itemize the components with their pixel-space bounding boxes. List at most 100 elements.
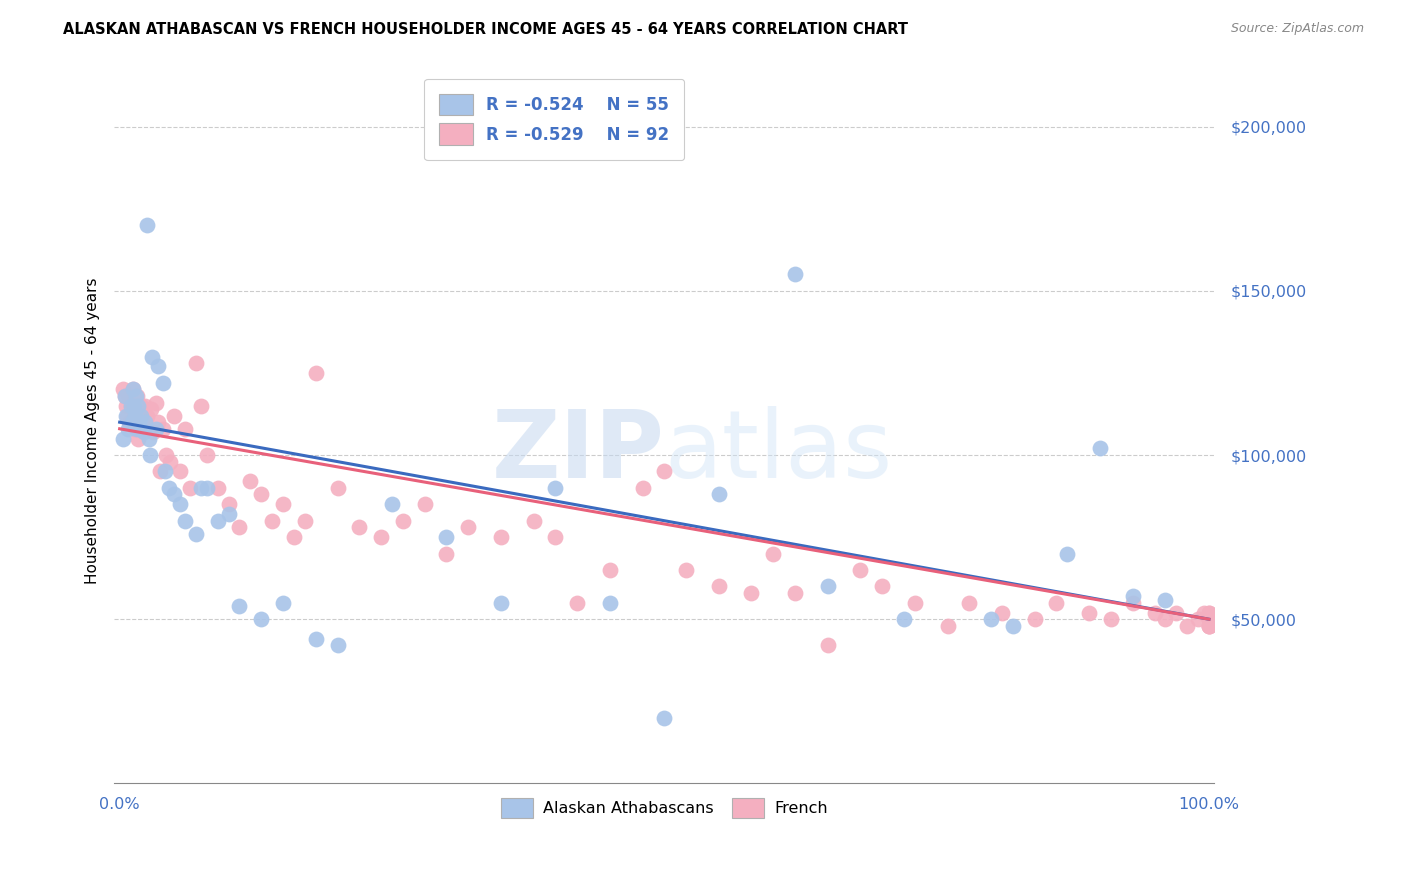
- Point: [207, 481, 229, 495]
- Point: [163, 487, 186, 501]
- Point: [134, 415, 156, 429]
- Point: [124, 409, 146, 423]
- Point: [1154, 612, 1177, 626]
- Point: [127, 399, 149, 413]
- Point: [138, 422, 160, 436]
- Point: [294, 514, 316, 528]
- Point: [1198, 612, 1220, 626]
- Legend: Alaskan Athabascans, French: Alaskan Athabascans, French: [495, 791, 834, 825]
- Point: [1056, 547, 1078, 561]
- Point: [904, 596, 927, 610]
- Point: [1143, 606, 1166, 620]
- Point: [159, 454, 181, 468]
- Point: [599, 563, 621, 577]
- Point: [174, 514, 197, 528]
- Point: [145, 422, 167, 436]
- Point: [707, 487, 730, 501]
- Point: [1198, 606, 1220, 620]
- Point: [120, 399, 142, 413]
- Point: [152, 376, 174, 390]
- Point: [218, 497, 240, 511]
- Point: [1198, 619, 1220, 633]
- Point: [305, 632, 328, 646]
- Point: [115, 409, 138, 423]
- Point: [125, 422, 148, 436]
- Point: [179, 481, 201, 495]
- Point: [991, 606, 1014, 620]
- Point: [121, 415, 143, 429]
- Point: [1078, 606, 1101, 620]
- Point: [565, 596, 588, 610]
- Point: [139, 448, 162, 462]
- Point: [117, 409, 139, 423]
- Point: [184, 356, 207, 370]
- Point: [1166, 606, 1188, 620]
- Point: [326, 481, 349, 495]
- Point: [218, 507, 240, 521]
- Point: [125, 389, 148, 403]
- Point: [262, 514, 284, 528]
- Point: [141, 402, 163, 417]
- Point: [849, 563, 872, 577]
- Text: ZIP: ZIP: [492, 406, 664, 498]
- Point: [141, 350, 163, 364]
- Point: [132, 422, 155, 436]
- Point: [120, 399, 142, 413]
- Point: [436, 547, 458, 561]
- Point: [125, 389, 148, 403]
- Point: [115, 399, 138, 413]
- Point: [131, 415, 153, 429]
- Point: [489, 596, 512, 610]
- Point: [145, 395, 167, 409]
- Point: [817, 579, 839, 593]
- Point: [436, 530, 458, 544]
- Point: [707, 579, 730, 593]
- Point: [117, 389, 139, 403]
- Point: [184, 526, 207, 541]
- Point: [122, 399, 145, 413]
- Point: [163, 409, 186, 423]
- Point: [1122, 589, 1144, 603]
- Point: [893, 612, 915, 626]
- Point: [149, 465, 172, 479]
- Point: [114, 389, 136, 403]
- Point: [762, 547, 785, 561]
- Point: [228, 520, 250, 534]
- Y-axis label: Householder Income Ages 45 - 64 years: Householder Income Ages 45 - 64 years: [86, 277, 100, 583]
- Point: [370, 530, 392, 544]
- Point: [1198, 619, 1220, 633]
- Point: [652, 711, 675, 725]
- Point: [349, 520, 371, 534]
- Point: [271, 497, 294, 511]
- Point: [195, 448, 218, 462]
- Point: [957, 596, 980, 610]
- Point: [114, 389, 136, 403]
- Point: [1088, 442, 1111, 456]
- Point: [1198, 612, 1220, 626]
- Point: [129, 422, 152, 436]
- Point: [936, 619, 959, 633]
- Point: [122, 409, 145, 423]
- Point: [271, 596, 294, 610]
- Point: [326, 639, 349, 653]
- Point: [169, 497, 191, 511]
- Point: [1198, 612, 1220, 626]
- Point: [1045, 596, 1067, 610]
- Point: [128, 415, 150, 429]
- Point: [138, 432, 160, 446]
- Text: ALASKAN ATHABASCAN VS FRENCH HOUSEHOLDER INCOME AGES 45 - 64 YEARS CORRELATION C: ALASKAN ATHABASCAN VS FRENCH HOUSEHOLDER…: [63, 22, 908, 37]
- Point: [870, 579, 893, 593]
- Point: [228, 599, 250, 613]
- Point: [1122, 596, 1144, 610]
- Point: [1187, 612, 1209, 626]
- Point: [111, 383, 134, 397]
- Point: [457, 520, 479, 534]
- Point: [599, 596, 621, 610]
- Point: [142, 425, 165, 439]
- Point: [132, 425, 155, 439]
- Point: [131, 409, 153, 423]
- Point: [129, 422, 152, 436]
- Point: [155, 448, 177, 462]
- Point: [652, 465, 675, 479]
- Point: [413, 497, 436, 511]
